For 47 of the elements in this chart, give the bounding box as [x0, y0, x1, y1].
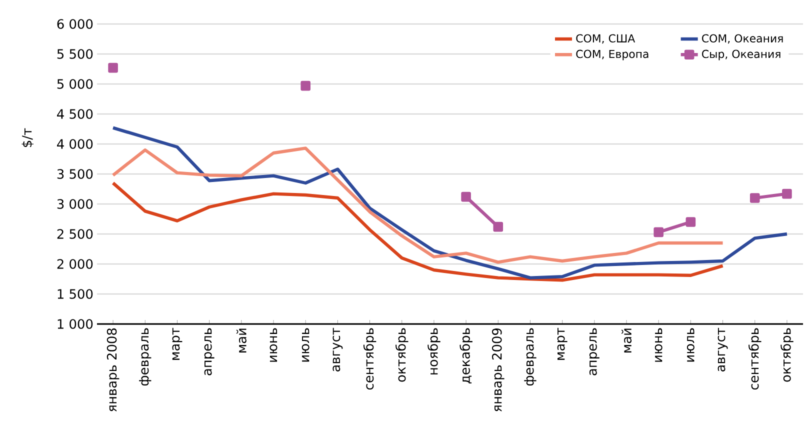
x-tick-label: апрель [589, 328, 600, 376]
y-tick-label: 4 500 [57, 109, 93, 119]
point [654, 227, 664, 238]
point [750, 193, 760, 203]
x-tick-label: октябрь [780, 328, 794, 382]
legend-label: СОМ, Океания [702, 34, 783, 44]
legend-label: СОМ, США [576, 34, 636, 44]
y-tick-label: 4 000 [57, 139, 93, 149]
y-tick-label: 5 500 [57, 49, 93, 59]
y-tick-label: 2 500 [57, 229, 93, 239]
x-tick-label: март [172, 328, 182, 360]
x-tick-label: май [621, 328, 632, 352]
x-tick-label: март [557, 328, 568, 360]
point [461, 192, 471, 202]
x-tick-label: август [332, 328, 343, 372]
line-series [111, 126, 789, 280]
x-tick-label: сентябрь [748, 328, 762, 390]
point [493, 222, 504, 232]
y-tick-label: 3 500 [57, 169, 93, 179]
x-tick-label: ноябрь [428, 328, 440, 374]
y-tick-label: 1 000 [58, 319, 93, 329]
x-tick-label: апрель [204, 328, 214, 376]
y-tick-label: 3 000 [57, 199, 93, 209]
legend-label: Сыр, Океания [702, 50, 780, 60]
point [686, 217, 696, 227]
x-tick-label: январь 2008 [106, 328, 120, 412]
x-tick-label: август [718, 328, 728, 372]
y-tick-label: 5 000 [57, 79, 93, 89]
x-tick-label: июнь [270, 328, 278, 362]
point [782, 188, 792, 199]
y-tick-label: 1 500 [58, 289, 93, 299]
x-tick-label: июль [302, 328, 310, 362]
x-tick-label: июль [686, 328, 694, 362]
legend-label: СОМ, Европа [576, 50, 648, 60]
x-tick-label: февраль [524, 328, 536, 386]
y-tick-label: 6 000 [57, 19, 93, 29]
x-tick-label: декабрь [460, 328, 472, 384]
point [300, 80, 310, 91]
x-tick-label: май [236, 328, 246, 352]
x-tick-label: январь 2009 [492, 328, 504, 412]
x-tick-label: сентябрь [363, 328, 376, 390]
x-tick-label: июнь [654, 328, 662, 362]
y-tick-label: 2 000 [57, 259, 93, 269]
point [108, 62, 118, 73]
x-tick-label: октябрь [395, 328, 408, 382]
x-tick-label: февраль [139, 328, 152, 386]
y-axis-title: $/т [22, 128, 34, 147]
